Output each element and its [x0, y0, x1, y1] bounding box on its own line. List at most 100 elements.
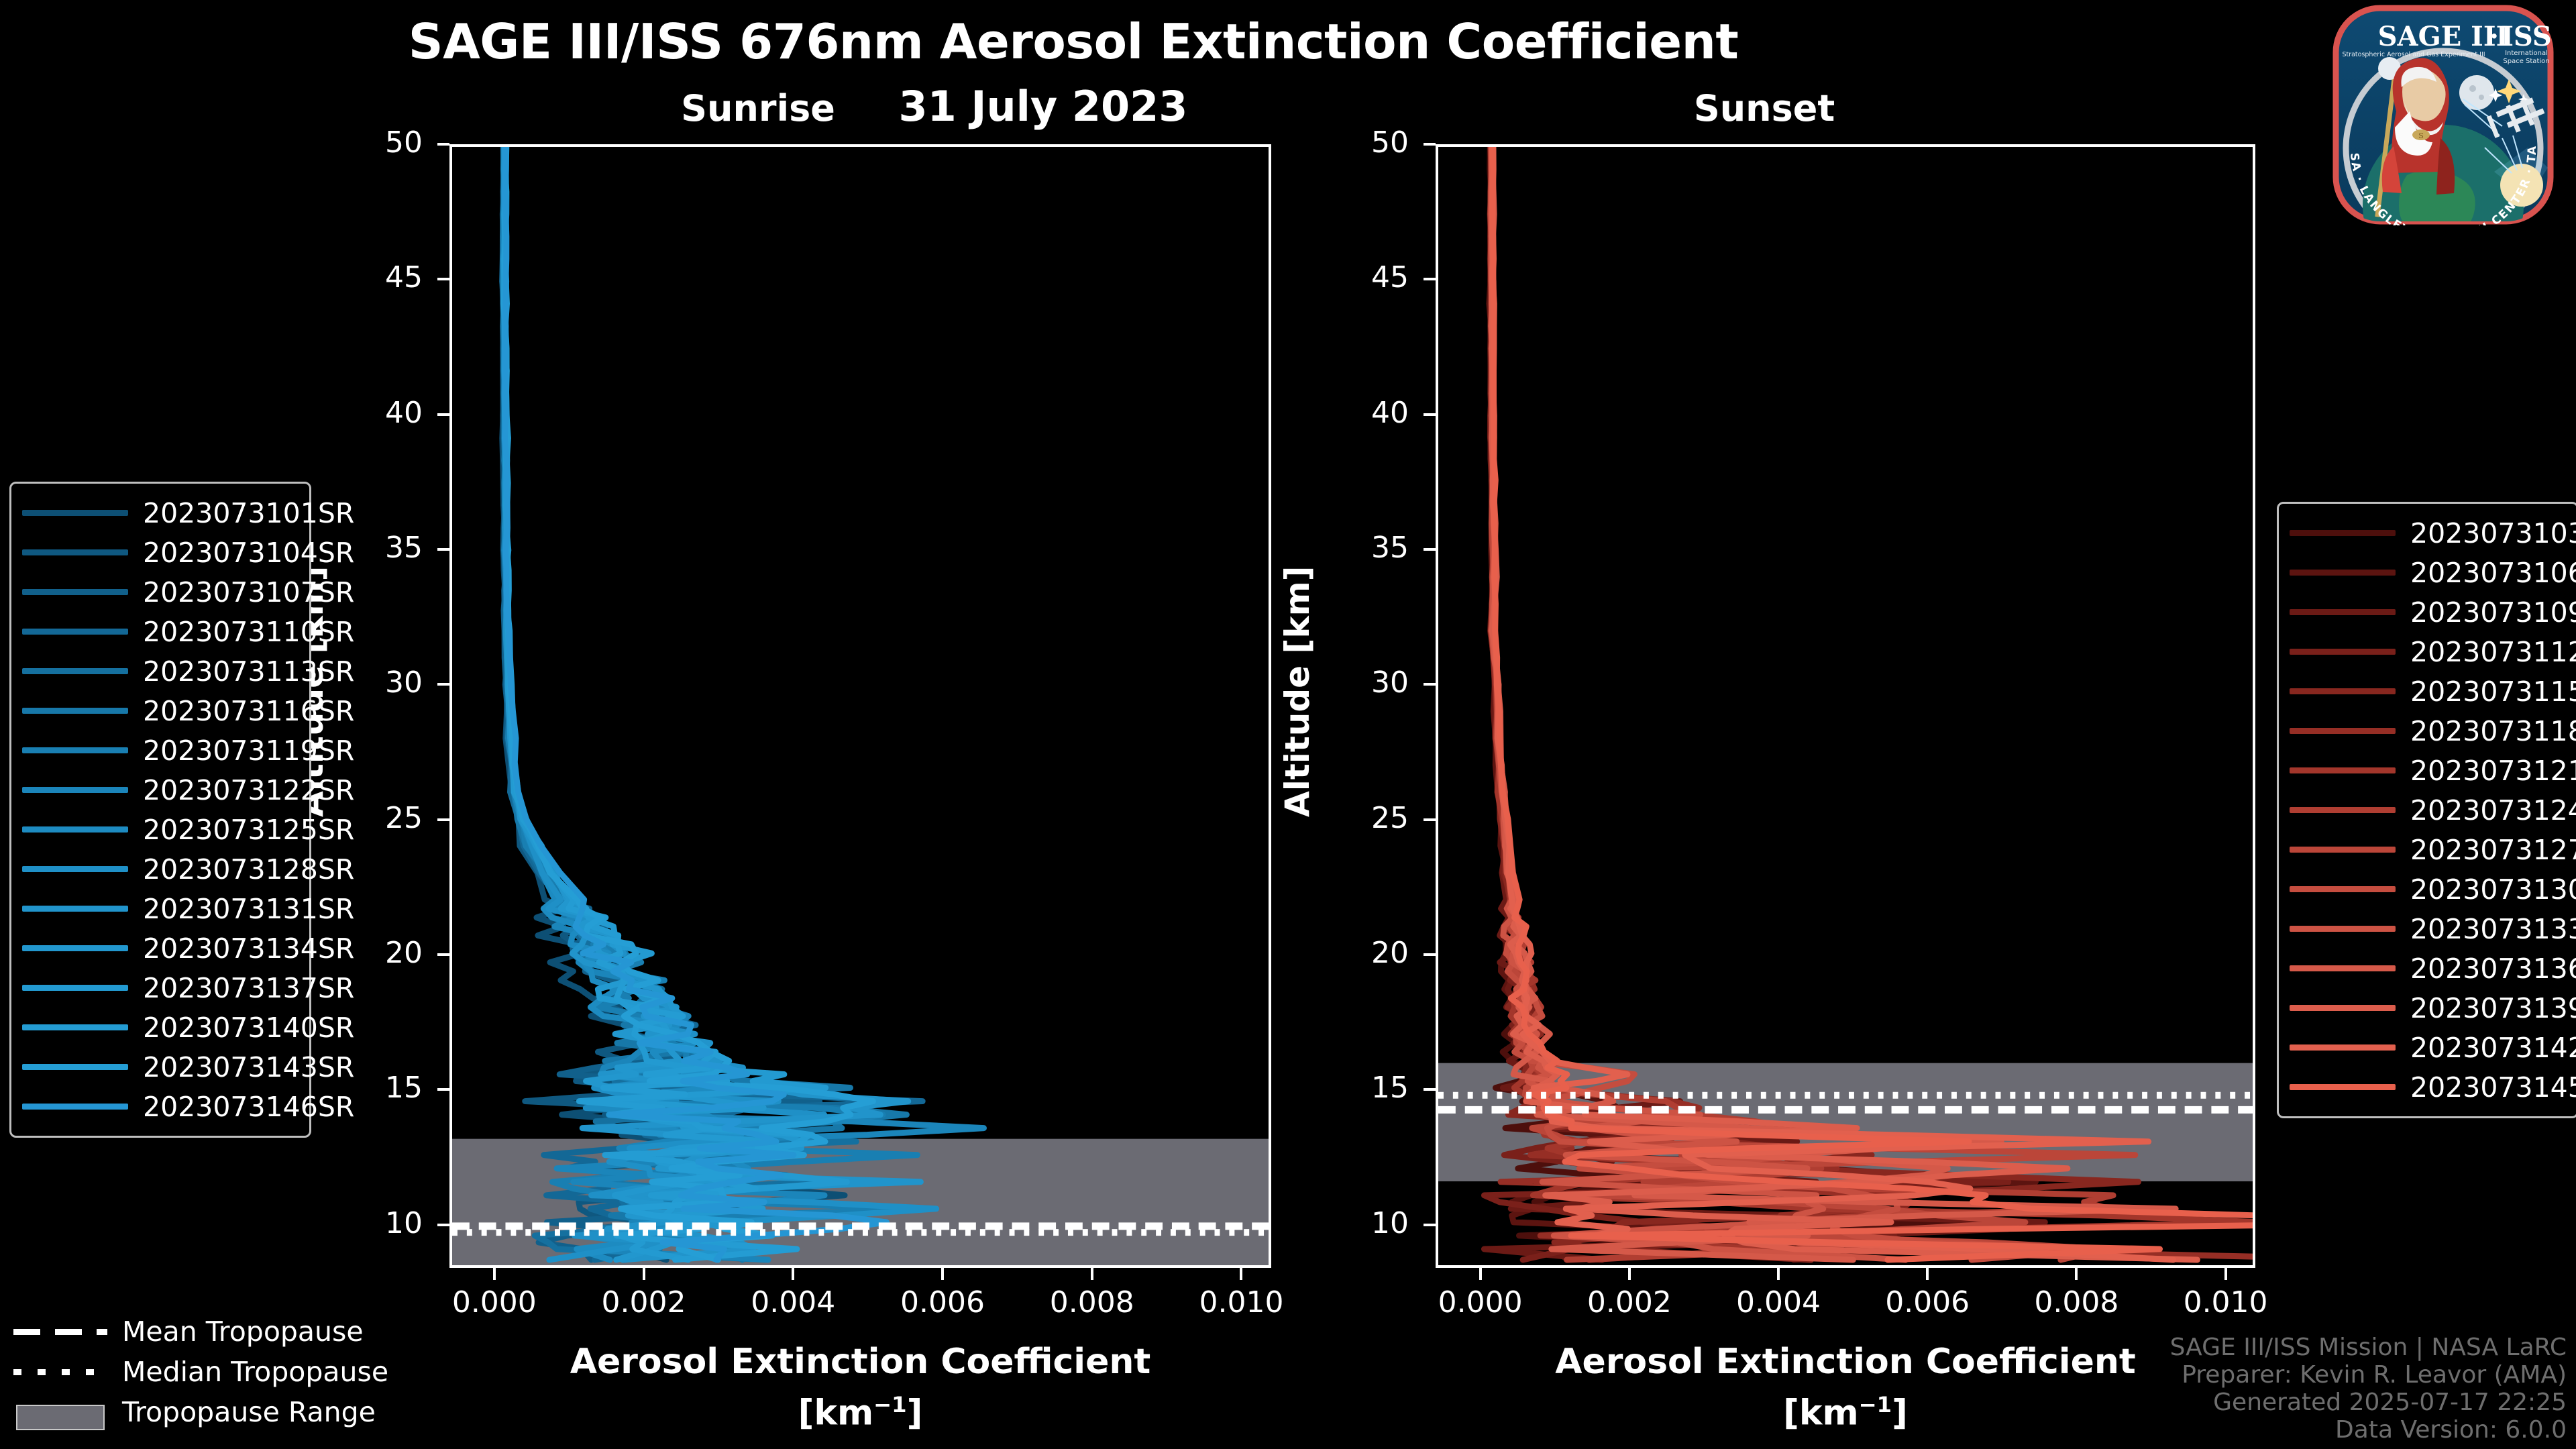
ytick-label-sunrise-40: 40 [385, 395, 423, 430]
legend-sunset-item[interactable]: 2023073136SS [2290, 949, 2576, 988]
ytick-mark-sunrise-25 [437, 818, 449, 821]
legend-sunrise-item[interactable]: 2023073140SR [22, 1008, 354, 1047]
legend-sunset-item[interactable]: 2023073127SS [2290, 830, 2576, 869]
line-swatch-icon [2290, 926, 2396, 932]
xunit-close-sunset: ] [1892, 1393, 1908, 1434]
legend-sunset-item[interactable]: 2023073124SS [2290, 790, 2576, 830]
legend-sunrise-item[interactable]: 2023073134SR [22, 928, 354, 968]
ytick-mark-sunset-30 [1424, 683, 1436, 686]
sunset-profile-plot [1438, 147, 2253, 1263]
xtick-label-sunrise-0.004: 0.004 [751, 1285, 836, 1320]
legend-sunset-label: 2023073118SS [2410, 714, 2576, 747]
legend-sunset-item[interactable]: 2023073112SS [2290, 632, 2576, 672]
legend-sunrise-item[interactable]: 2023073107SR [22, 572, 354, 612]
ytick-label-sunrise-45: 45 [385, 260, 423, 295]
line-swatch-icon [22, 708, 128, 714]
line-swatch-icon [2290, 847, 2396, 853]
line-swatch-icon [22, 668, 128, 674]
legend-sunrise-item[interactable]: 2023073146SR [22, 1087, 354, 1126]
xunit-exponent-sunset: −1 [1858, 1392, 1892, 1417]
ytick-label-sunrise-50: 50 [385, 125, 423, 160]
xtick-mark-sunrise-0.010 [1240, 1268, 1243, 1280]
xtick-mark-sunrise-0.004 [792, 1268, 795, 1280]
legend-sunrise-item[interactable]: 2023073131SR [22, 889, 354, 928]
legend-sunrise-item[interactable]: 2023073137SR [22, 968, 354, 1008]
legend-sunrise-label: 2023073110SR [143, 615, 355, 648]
legend-sunrise-item[interactable]: 2023073104SR [22, 533, 354, 572]
line-swatch-icon [2290, 1084, 2396, 1090]
credit-line-mission: SAGE III/ISS Mission | NASA LaRC [2169, 1334, 2567, 1361]
xunit-close-sunrise: ] [906, 1393, 923, 1434]
xtick-label-sunrise-0.002: 0.002 [601, 1285, 686, 1320]
xlabel-sunset: Aerosol Extinction Coefficient [1555, 1342, 2136, 1382]
legend-sunrise-item[interactable]: 2023073116SR [22, 691, 354, 731]
line-swatch-icon [22, 549, 128, 555]
line-swatch-icon [2290, 649, 2396, 655]
legend-sunrise-item[interactable]: 2023073113SR [22, 651, 354, 691]
legend-sunrise-item[interactable]: 2023073143SR [22, 1047, 354, 1087]
line-swatch-icon [2290, 965, 2396, 971]
legend-sunset-label: 2023073106SS [2410, 556, 2576, 589]
legend-sunset-item[interactable]: 2023073115SS [2290, 672, 2576, 711]
legend-sunrise-item[interactable]: 2023073101SR [22, 493, 354, 533]
legend-sunrise-item[interactable]: 2023073125SR [22, 810, 354, 849]
line-swatch-icon [2290, 530, 2396, 536]
legend-sunrise-item[interactable]: 2023073122SR [22, 770, 354, 810]
legend-sunset-label: 2023073142SS [2410, 1031, 2576, 1064]
legend-sunset-item[interactable]: 2023073118SS [2290, 711, 2576, 751]
legend-sunset-item[interactable]: 2023073142SS [2290, 1028, 2576, 1067]
ytick-mark-sunrise-50 [437, 143, 449, 146]
legend-sunrise-item[interactable]: 2023073110SR [22, 612, 354, 651]
credit-line-generated: Generated 2025-07-17 22:25 [2213, 1389, 2567, 1416]
legend-sunset-label: 2023073121SS [2410, 754, 2576, 787]
xunit-exponent-sunrise: −1 [873, 1392, 907, 1417]
legend-sunset-item[interactable]: 2023073133SS [2290, 909, 2576, 949]
ytick-mark-sunrise-20 [437, 953, 449, 956]
line-swatch-icon [22, 510, 128, 516]
xtick-label-sunset-0.000: 0.000 [1438, 1285, 1523, 1320]
xtick-mark-sunset-0.008 [2075, 1268, 2078, 1280]
ytick-mark-sunset-10 [1424, 1223, 1436, 1226]
xtick-mark-sunset-0.004 [1777, 1268, 1780, 1280]
legend-sunset-item[interactable]: 2023073103SS [2290, 513, 2576, 553]
legend-item-median-tropopause: Median Tropopause [13, 1352, 388, 1392]
legend-sunrise-item[interactable]: 2023073128SR [22, 849, 354, 889]
legend-sunrise-label: 2023073113SR [143, 655, 355, 688]
line-swatch-icon [2290, 688, 2396, 694]
line-swatch-icon [2290, 609, 2396, 615]
ytick-mark-sunrise-35 [437, 547, 449, 551]
legend-sunset-item[interactable]: 2023073106SS [2290, 553, 2576, 592]
ytick-label-sunrise-25: 25 [385, 800, 423, 835]
line-swatch-icon [2290, 728, 2396, 734]
panel-label-sunrise: Sunrise [681, 87, 835, 129]
legend-sunset-label: 2023073136SS [2410, 952, 2576, 985]
legend-sunrise-label: 2023073131SR [143, 892, 355, 925]
legend-label-range: Tropopause Range [122, 1396, 376, 1428]
legend-sunrise-label: 2023073140SR [143, 1011, 355, 1044]
legend-sunset-item[interactable]: 2023073109SS [2290, 592, 2576, 632]
line-swatch-icon [22, 945, 128, 951]
line-swatch-icon [22, 1064, 128, 1070]
ytick-label-sunrise-30: 30 [385, 665, 423, 700]
ytick-mark-sunset-40 [1424, 413, 1436, 416]
xtick-label-sunrise-0.010: 0.010 [1199, 1285, 1284, 1320]
patch-title-dot: · [2489, 21, 2499, 52]
legend-sunset-label: 2023073103SS [2410, 517, 2576, 549]
line-swatch-icon [2290, 807, 2396, 813]
line-swatch-icon [2290, 1005, 2396, 1011]
legend-sunset-item[interactable]: 2023073130SS [2290, 869, 2576, 909]
ytick-label-sunrise-35: 35 [385, 530, 423, 565]
legend-sunset-item[interactable]: 2023073139SS [2290, 988, 2576, 1028]
xtick-mark-sunrise-0.006 [941, 1268, 944, 1280]
gray-patch-icon [13, 1403, 107, 1430]
xtick-mark-sunset-0.006 [1926, 1268, 1929, 1280]
ytick-label-sunset-15: 15 [1371, 1071, 1409, 1106]
legend-sunset: 2023073103SS 2023073106SS 2023073109SS 2023… [2277, 502, 2576, 1118]
ytick-label-sunset-40: 40 [1371, 395, 1409, 430]
legend-sunset-item[interactable]: 2023073121SS [2290, 751, 2576, 790]
xtick-label-sunset-0.010: 0.010 [2183, 1285, 2268, 1320]
legend-sunrise-label: 2023073107SR [143, 576, 355, 608]
legend-sunrise-item[interactable]: 2023073119SR [22, 731, 354, 770]
legend-sunrise-label: 2023073137SR [143, 971, 355, 1004]
legend-sunset-item[interactable]: 2023073145SS [2290, 1067, 2576, 1107]
